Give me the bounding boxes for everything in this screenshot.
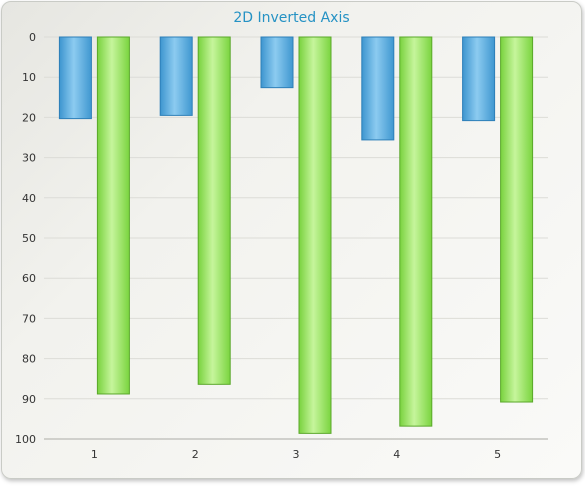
bar-series-2-cat-3 bbox=[298, 36, 332, 434]
bar-series-2-cat-2 bbox=[197, 36, 231, 385]
y-tick-label: 50 bbox=[22, 232, 36, 245]
y-tick-label: 70 bbox=[22, 312, 36, 325]
x-tick-label: 4 bbox=[393, 448, 400, 461]
bar-series-1-cat-2 bbox=[159, 36, 193, 116]
y-tick-label: 40 bbox=[22, 192, 36, 205]
y-tick-label: 10 bbox=[22, 71, 36, 84]
bar-series-2-cat-4 bbox=[399, 36, 433, 427]
bar-series-2-cat-5 bbox=[500, 36, 534, 403]
x-tick-label: 1 bbox=[91, 448, 98, 461]
y-tick-label: 30 bbox=[22, 152, 36, 165]
y-tick-label: 80 bbox=[22, 353, 36, 366]
x-tick-label: 5 bbox=[494, 448, 501, 461]
bar-series-1-cat-4 bbox=[361, 36, 395, 141]
y-tick-label: 100 bbox=[15, 433, 36, 446]
chart-title: 2D Inverted Axis bbox=[233, 10, 350, 26]
tick-labels: 0 10 20 30 40 50 60 70 80 90 100 1 2 3 4 5 bbox=[15, 31, 501, 461]
chart-frame: 2D Inverted Axis 0 10 20 30 40 50 60 70 80 90 100 1… bbox=[1, 1, 582, 479]
chart-plot: 0 10 20 30 40 50 60 70 80 90 100 1 2 3 4 5 bbox=[15, 31, 548, 461]
bars bbox=[58, 36, 534, 434]
bar-series-2-cat-1 bbox=[96, 36, 130, 395]
bar-series-1-cat-5 bbox=[462, 36, 496, 122]
x-tick-label: 3 bbox=[293, 448, 300, 461]
bar-series-1-cat-1 bbox=[58, 36, 92, 120]
y-tick-label: 90 bbox=[22, 393, 36, 406]
y-tick-label: 0 bbox=[29, 31, 36, 44]
bar-series-1-cat-3 bbox=[260, 36, 294, 89]
y-tick-label: 60 bbox=[22, 272, 36, 285]
x-tick-label: 2 bbox=[192, 448, 199, 461]
y-tick-label: 20 bbox=[22, 111, 36, 124]
